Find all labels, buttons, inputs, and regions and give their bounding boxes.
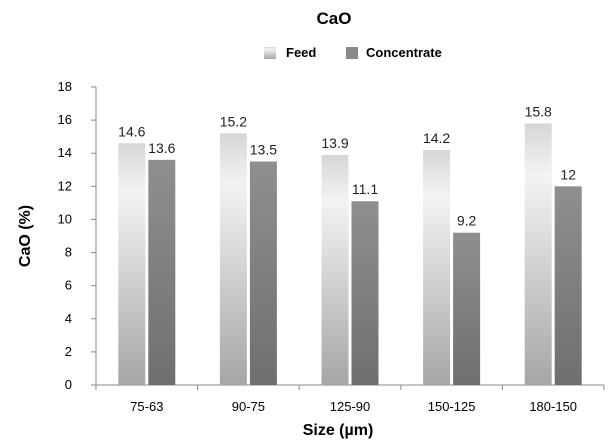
y-tick-label: 18 — [58, 79, 72, 94]
data-label-feed: 15.8 — [525, 103, 552, 119]
legend-label-concentrate: Concentrate — [366, 45, 442, 60]
y-tick-label: 10 — [58, 211, 72, 226]
bar-concentrate-180-150 — [554, 186, 582, 385]
x-tick-label: 90-75 — [232, 399, 265, 414]
bar-feed-75-63 — [118, 143, 146, 385]
axes: 0 2 4 6 8 10 12 14 16 18 75-63 90-75 125-90 150-125 18… — [58, 79, 605, 414]
y-tick-label: 4 — [65, 311, 72, 326]
legend-swatch-feed — [264, 47, 276, 59]
y-axis-title: CaO (%) — [17, 205, 34, 267]
data-label-concentrate: 13.5 — [250, 142, 277, 158]
legend: Feed Concentrate — [264, 45, 442, 60]
bar-feed-125-90 — [321, 154, 349, 385]
chart-title: CaO — [317, 9, 352, 28]
data-label-feed: 14.2 — [423, 130, 450, 146]
labels: 14.613.6 15.213.5 13.9 11.1 14.2 9.2 15.8 12 — [118, 103, 576, 228]
legend-label-feed: Feed — [286, 45, 316, 60]
y-tick-label: 14 — [58, 145, 72, 160]
bar-concentrate-150-125 — [453, 232, 481, 385]
data-label-feed: 15.2 — [220, 113, 247, 129]
y-tick-label: 6 — [65, 278, 72, 293]
data-label-concentrate: 12 — [560, 166, 576, 182]
bar-feed-180-150 — [524, 123, 552, 385]
data-label-feed: 13.9 — [321, 135, 348, 151]
y-tick-label: 8 — [65, 245, 72, 260]
y-tick-label: 16 — [58, 112, 72, 127]
x-tick-label: 150-125 — [428, 399, 476, 414]
data-label-feed: 14.6 — [118, 123, 145, 139]
y-tick-label: 12 — [58, 178, 72, 193]
x-tick-label: 180-150 — [529, 399, 577, 414]
bar-concentrate-90-75 — [249, 161, 277, 385]
bars — [118, 123, 582, 385]
x-tick-label: 75-63 — [130, 399, 163, 414]
bar-feed-90-75 — [219, 133, 247, 385]
data-label-concentrate: 13.6 — [148, 140, 175, 156]
x-axis-title: Size (µm) — [303, 422, 374, 439]
y-tick-label: 2 — [65, 344, 72, 359]
x-tick-label: 125-90 — [330, 399, 370, 414]
legend-swatch-concentrate — [346, 47, 358, 59]
bar-concentrate-75-63 — [148, 159, 176, 385]
bar-feed-150-125 — [423, 149, 451, 385]
bar-concentrate-125-90 — [351, 201, 379, 385]
data-label-concentrate: 9.2 — [457, 213, 477, 229]
y-tick-label: 0 — [65, 377, 72, 392]
data-label-concentrate: 11.1 — [352, 181, 378, 197]
